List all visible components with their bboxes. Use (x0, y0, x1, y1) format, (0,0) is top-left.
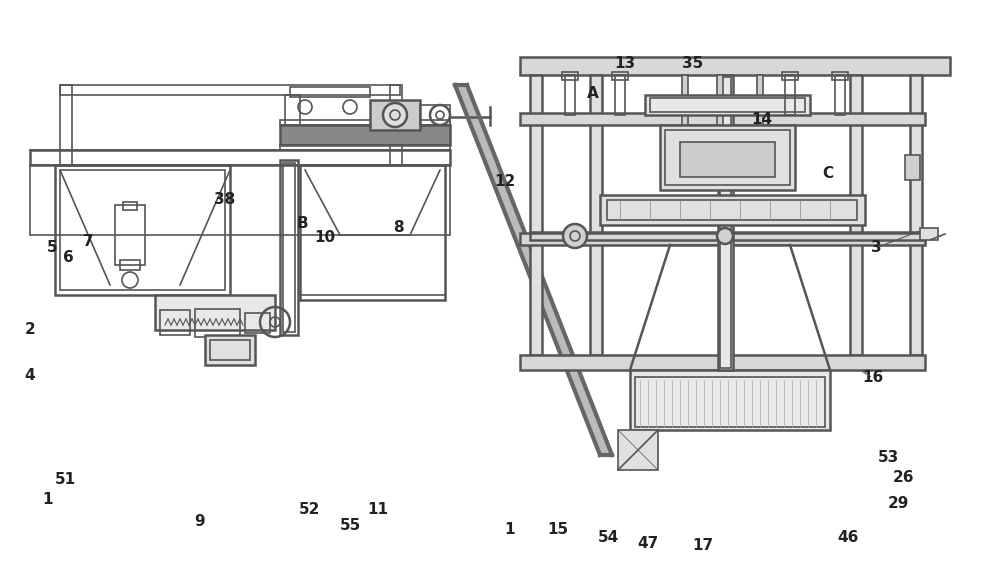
Bar (905, 155, 920, 180)
Bar (300, 165, 445, 300)
Text: 35: 35 (682, 56, 704, 71)
Bar (530, 232, 925, 240)
Bar (520, 355, 925, 370)
Text: 13: 13 (614, 56, 636, 71)
Bar (120, 260, 140, 270)
Bar (60, 85, 400, 95)
Text: 1: 1 (43, 493, 53, 508)
Bar (390, 85, 402, 165)
Bar (30, 150, 450, 165)
Bar (290, 87, 370, 97)
Bar (60, 85, 72, 165)
Text: 26: 26 (892, 470, 914, 486)
Bar (155, 295, 275, 330)
Text: 4: 4 (25, 367, 35, 383)
Bar (285, 95, 300, 125)
Text: 5: 5 (47, 240, 57, 256)
Bar (530, 75, 542, 355)
Bar (850, 75, 862, 355)
Bar (717, 75, 723, 125)
Text: 11: 11 (368, 503, 388, 518)
Bar (785, 75, 795, 115)
Text: 47: 47 (637, 535, 659, 550)
Text: 46: 46 (837, 531, 859, 545)
Bar (782, 72, 798, 80)
Bar (370, 100, 420, 130)
Bar (280, 125, 450, 145)
Bar (920, 228, 938, 240)
Bar (195, 309, 240, 337)
Bar (665, 130, 790, 185)
Bar (115, 205, 145, 265)
Bar (520, 57, 950, 75)
Text: 2: 2 (25, 322, 35, 338)
Bar (30, 165, 450, 235)
Text: 17: 17 (692, 538, 714, 552)
Bar (280, 145, 450, 150)
Bar (280, 160, 298, 335)
Bar (420, 105, 450, 125)
Text: 15: 15 (547, 522, 569, 538)
Text: 3: 3 (871, 240, 881, 256)
Text: 55: 55 (339, 518, 361, 534)
Bar (757, 75, 763, 125)
Bar (210, 340, 250, 360)
Text: 6: 6 (63, 250, 73, 266)
Bar (562, 72, 578, 80)
Text: 14: 14 (751, 112, 773, 128)
Bar (682, 75, 688, 125)
Bar (160, 310, 190, 335)
Bar (590, 75, 602, 355)
Text: A: A (587, 85, 599, 101)
Bar (55, 165, 230, 295)
Text: 7: 7 (83, 235, 93, 249)
Bar (205, 335, 255, 365)
Text: C: C (822, 166, 834, 181)
Text: 16: 16 (862, 370, 884, 386)
Text: 51: 51 (54, 473, 76, 487)
Bar (600, 195, 865, 225)
Bar (630, 370, 830, 430)
Bar (615, 75, 625, 115)
Circle shape (383, 103, 407, 127)
Bar (245, 313, 270, 333)
Bar (280, 120, 450, 125)
Bar (520, 233, 925, 245)
Text: 38: 38 (214, 192, 236, 208)
Text: 54: 54 (597, 531, 619, 545)
Polygon shape (455, 85, 612, 455)
Circle shape (563, 224, 587, 248)
Bar (612, 72, 628, 80)
Bar (283, 163, 295, 332)
Bar (650, 98, 805, 112)
Bar (645, 95, 810, 115)
Text: 10: 10 (314, 230, 336, 246)
Bar (835, 75, 845, 115)
Text: 52: 52 (299, 503, 321, 518)
Bar (635, 377, 825, 427)
Bar (520, 113, 925, 125)
Bar (607, 200, 857, 220)
Text: 12: 12 (494, 174, 516, 190)
Bar (718, 75, 733, 370)
Bar (720, 77, 731, 368)
Text: 9: 9 (195, 514, 205, 529)
Circle shape (717, 228, 733, 244)
Text: 1: 1 (505, 522, 515, 538)
Text: 29: 29 (887, 495, 909, 511)
Bar (565, 75, 575, 115)
Text: 53: 53 (877, 450, 899, 466)
Bar (123, 202, 137, 210)
Bar (618, 430, 658, 470)
Bar (60, 170, 225, 290)
Bar (910, 75, 922, 355)
Text: B: B (296, 215, 308, 230)
Bar (832, 72, 848, 80)
Text: 8: 8 (393, 221, 403, 236)
Bar (660, 125, 795, 190)
Bar (680, 142, 775, 177)
